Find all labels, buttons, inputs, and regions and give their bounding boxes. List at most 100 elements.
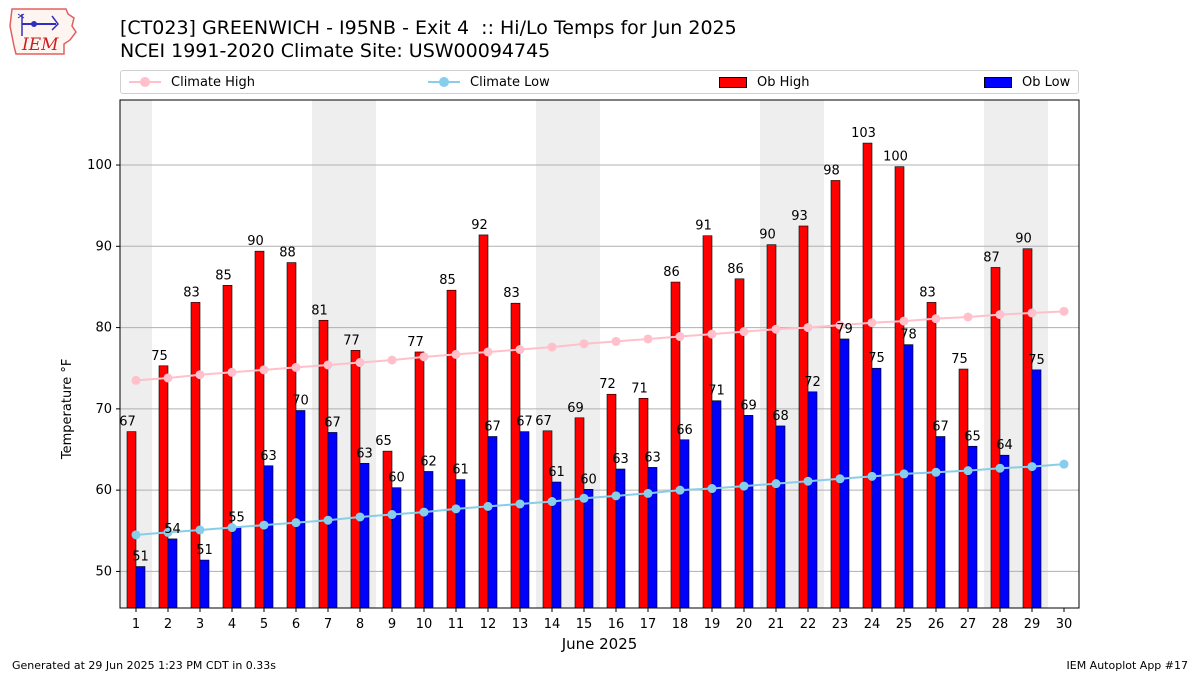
- ob-low-label: 62: [420, 454, 437, 469]
- climate-high-point: [739, 327, 749, 337]
- ob-high-label: 100: [883, 150, 908, 165]
- climate-low-point: [1059, 459, 1069, 469]
- x-tick-label: 25: [896, 617, 913, 632]
- logo-text: IEM: [21, 35, 59, 55]
- climate-low-point: [163, 527, 173, 537]
- ob-high-label: 98: [823, 163, 840, 178]
- ob-low-bar: [167, 538, 178, 609]
- climate-high-point: [131, 375, 141, 385]
- ob-high-bar: [286, 262, 297, 609]
- x-tick-label: 9: [388, 617, 396, 632]
- climate-low-point: [227, 523, 237, 533]
- ob-high-label: 87: [983, 250, 1000, 265]
- climate-low-point: [771, 479, 781, 489]
- ob-high-label: 69: [567, 401, 584, 416]
- ob-high-label: 86: [727, 262, 744, 277]
- climate-high-line: [135, 310, 1065, 382]
- ob-high-label: 83: [503, 286, 520, 301]
- app-credit: IEM Autoplot App #17: [1066, 659, 1189, 672]
- ob-low-bar: [679, 439, 690, 609]
- ob-high-label: 71: [631, 381, 648, 396]
- ob-high-label: 85: [439, 273, 456, 288]
- climate-low-point: [899, 469, 909, 479]
- ob-high-bar: [862, 142, 873, 609]
- legend-label-ob-low: Ob Low: [1022, 74, 1071, 90]
- ob-low-label: 51: [196, 543, 213, 558]
- ob-high-bar: [158, 365, 169, 609]
- ob-low-bar: [455, 479, 466, 609]
- ob-low-bar: [775, 425, 786, 609]
- y-tick-label: 60: [95, 483, 112, 498]
- ob-high-bar: [446, 289, 457, 609]
- ob-low-label: 67: [484, 419, 501, 434]
- x-tick-label: 6: [292, 617, 300, 632]
- ob-low-bar: [1031, 369, 1042, 609]
- x-axis-label: June 2025: [561, 635, 638, 653]
- ob-low-label: 61: [548, 465, 565, 480]
- ob-low-bar: [871, 367, 882, 609]
- climate-high-point: [931, 314, 941, 324]
- ob-high-label: 90: [1015, 232, 1032, 247]
- ob-high-bar: [222, 285, 233, 609]
- climate-high-point: [259, 365, 269, 375]
- ob-low-label: 63: [260, 449, 277, 464]
- climate-low-point: [803, 476, 813, 486]
- x-tick-label: 10: [416, 617, 433, 632]
- y-tick-label: 100: [87, 158, 112, 173]
- ob-low-label: 63: [356, 446, 373, 461]
- ob-low-label: 79: [836, 322, 853, 337]
- climate-high-point: [803, 323, 813, 333]
- climate-high-point: [323, 360, 333, 370]
- climate-high-point: [451, 349, 461, 359]
- y-tick-label: 70: [95, 402, 112, 417]
- ob-high-bar: [766, 244, 777, 609]
- ob-high-label: 88: [279, 246, 296, 261]
- x-tick-label: 16: [608, 617, 625, 632]
- climate-low-point: [451, 504, 461, 514]
- ob-high-label: 86: [663, 265, 680, 280]
- ob-high-bar: [830, 180, 841, 609]
- iowa-map-icon: IEM: [9, 8, 77, 55]
- ob-high-label: 83: [919, 285, 936, 300]
- ob-low-label: 63: [644, 450, 661, 465]
- ob-high-bar: [542, 430, 553, 609]
- ob-high-bar: [414, 351, 425, 609]
- ob-low-label: 67: [516, 415, 533, 430]
- ob-low-label: 75: [1028, 353, 1045, 368]
- x-tick-label: 19: [704, 617, 721, 632]
- climate-high-point: [1027, 308, 1037, 318]
- x-tick-label: 22: [800, 617, 817, 632]
- ob-high-label: 90: [759, 228, 776, 243]
- x-tick-label: 20: [736, 617, 753, 632]
- ob-high-bar: [926, 302, 937, 609]
- plot-frame: [119, 99, 1080, 609]
- climate-high-point: [163, 373, 173, 383]
- ob-high-label: 65: [375, 434, 392, 449]
- ob-low-bar: [647, 467, 658, 609]
- x-tick-label: 2: [164, 617, 172, 632]
- x-tick-label: 1: [132, 617, 140, 632]
- ob-low-bar: [295, 410, 306, 609]
- ob-high-label: 81: [311, 303, 328, 318]
- ob-high-label: 103: [851, 126, 876, 141]
- ob-low-label: 54: [164, 522, 181, 537]
- ob-high-bar: [702, 235, 713, 609]
- climate-high-point: [707, 329, 717, 339]
- ob-low-label: 63: [612, 452, 629, 467]
- climate-low-point: [611, 491, 621, 501]
- x-tick-label: 24: [864, 617, 881, 632]
- ob-high-bar: [958, 368, 969, 609]
- ob-low-bar: [199, 559, 210, 609]
- ob-high-bar: [126, 431, 137, 609]
- ob-low-label: 61: [452, 463, 469, 478]
- climate-high-point: [227, 367, 237, 377]
- y-tick-label: 80: [95, 321, 112, 336]
- climate-high-point: [675, 332, 685, 342]
- climate-high-point: [355, 358, 365, 368]
- bars: [126, 142, 1042, 609]
- climate-low-point: [963, 466, 973, 476]
- ob-high-bar: [190, 302, 201, 609]
- legend-item-ob-low: Ob Low: [984, 71, 1070, 93]
- ob-low-bar: [391, 487, 402, 609]
